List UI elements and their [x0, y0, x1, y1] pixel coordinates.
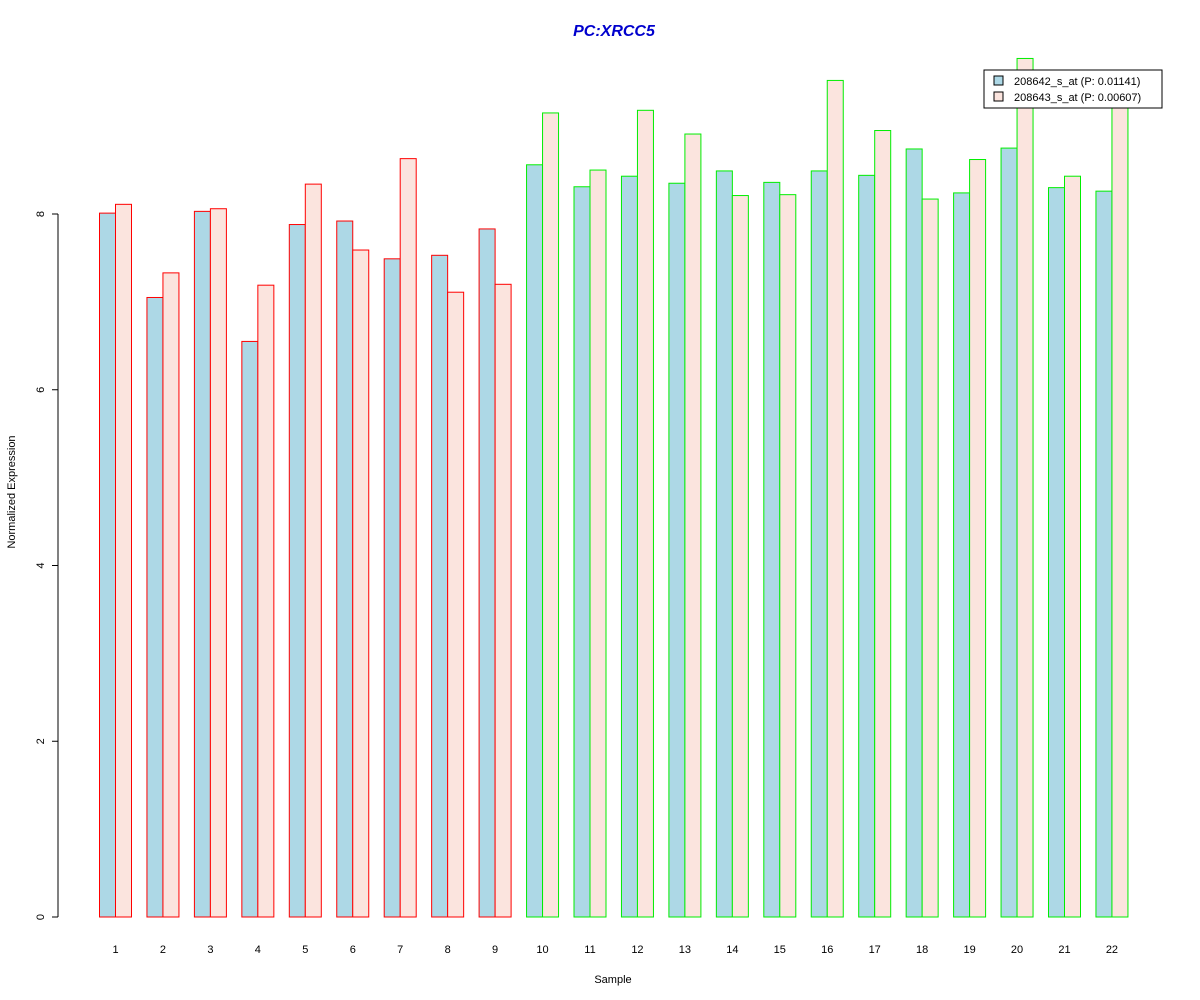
x-tick-label: 18 [916, 944, 928, 956]
bar-sample-18-series-1 [905, 148, 923, 918]
bar-sample-9-series-1 [478, 228, 496, 918]
bar-sample-13-series-2 [684, 133, 702, 918]
bar-sample-4-series-2 [257, 284, 275, 918]
x-axis-label: Sample [594, 974, 631, 986]
bar-sample-1-series-1 [99, 212, 116, 918]
y-tick-label: 0 [35, 914, 47, 920]
x-tick-label: 8 [445, 944, 451, 956]
bar-sample-14-series-1 [715, 170, 733, 918]
bar-sample-19-series-1 [953, 192, 971, 918]
bar-sample-3-series-2 [209, 208, 227, 918]
bar-sample-16-series-1 [810, 170, 828, 918]
bar-sample-1-series-2 [115, 203, 132, 918]
x-tick-label: 17 [869, 944, 881, 956]
bar-sample-15-series-2 [779, 194, 797, 918]
bar-sample-2-series-1 [146, 296, 164, 918]
bar-sample-17-series-1 [858, 174, 876, 918]
legend: 208642_s_at (P: 0.01141) 208643_s_at (P:… [983, 69, 1163, 109]
x-tick-label: 2 [160, 944, 166, 956]
bar-sample-13-series-1 [668, 182, 686, 918]
legend-swatch-2 [993, 91, 1004, 102]
x-tick-label: 4 [255, 944, 261, 956]
bar-sample-4-series-1 [241, 340, 259, 918]
bar-sample-2-series-2 [162, 272, 180, 918]
x-tick-label: 19 [963, 944, 975, 956]
x-tick-labels: 1 2 3 4 5 6 7 8 9 10 11 12 13 14 15 16 17 18 19 20 21 22 [112, 944, 1118, 956]
bar-sample-20-series-1 [1000, 147, 1018, 918]
bar-sample-5-series-2 [304, 183, 322, 918]
x-tick-label: 20 [1011, 944, 1023, 956]
y-ticks: 0 2 4 6 8 [35, 211, 58, 920]
x-tick-label: 5 [302, 944, 308, 956]
bar-sample-6-series-1 [336, 220, 354, 918]
x-tick-label: 22 [1106, 944, 1118, 956]
bar-sample-17-series-2 [874, 130, 892, 918]
bar-sample-5-series-1 [288, 224, 306, 918]
bar-sample-8-series-2 [447, 291, 465, 918]
bar-sample-9-series-2 [494, 283, 512, 918]
bar-sample-12-series-1 [620, 175, 638, 918]
bar-sample-6-series-2 [352, 249, 370, 918]
y-tick-label: 6 [35, 387, 47, 393]
bar-sample-10-series-2 [542, 112, 560, 918]
bar-sample-22-series-1 [1095, 190, 1113, 918]
bar-sample-22-series-2 [1111, 72, 1129, 918]
x-tick-label: 13 [679, 944, 691, 956]
x-tick-label: 3 [207, 944, 213, 956]
bar-sample-18-series-2 [921, 198, 939, 918]
x-tick-label: 11 [584, 944, 595, 956]
chart-title: PC:XRCC5 [573, 23, 656, 40]
x-tick-label: 7 [397, 944, 403, 956]
y-tick-label: 8 [35, 211, 47, 217]
x-tick-label: 6 [350, 944, 356, 956]
legend-box [983, 69, 1163, 109]
x-tick-label: 10 [536, 944, 548, 956]
y-axis-label: Normalized Expression [6, 435, 18, 548]
y-tick-label: 2 [35, 738, 47, 744]
bar-sample-14-series-2 [731, 195, 749, 918]
bar-sample-8-series-1 [431, 254, 449, 918]
x-tick-label: 15 [774, 944, 786, 956]
bar-sample-7-series-1 [383, 258, 401, 918]
bar-sample-19-series-2 [969, 159, 987, 918]
bar-sample-21-series-2 [1064, 175, 1081, 918]
bar-sample-10-series-1 [526, 164, 544, 918]
bar-sample-7-series-2 [399, 158, 417, 918]
bar-sample-16-series-2 [826, 79, 844, 918]
x-tick-label: 16 [821, 944, 833, 956]
legend-label-1: 208642_s_at (P: 0.01141) [1014, 76, 1140, 88]
bar-sample-11-series-1 [573, 186, 591, 918]
legend-swatch-1 [993, 75, 1004, 86]
x-tick-label: 9 [492, 944, 498, 956]
bar-sample-3-series-1 [193, 210, 211, 918]
y-tick-label: 4 [35, 562, 47, 568]
bars [99, 57, 1129, 918]
bar-sample-12-series-2 [636, 109, 654, 918]
bar-sample-11-series-2 [589, 169, 607, 918]
x-tick-label: 14 [726, 944, 738, 956]
x-tick-label: 21 [1058, 944, 1070, 956]
bar-sample-21-series-1 [1048, 187, 1065, 918]
x-tick-label: 1 [112, 944, 118, 956]
legend-label-2: 208643_s_at (P: 0.00607) [1014, 92, 1141, 104]
bar-sample-20-series-2 [1016, 57, 1034, 918]
bar-sample-15-series-1 [763, 181, 781, 918]
x-tick-label: 12 [631, 944, 643, 956]
